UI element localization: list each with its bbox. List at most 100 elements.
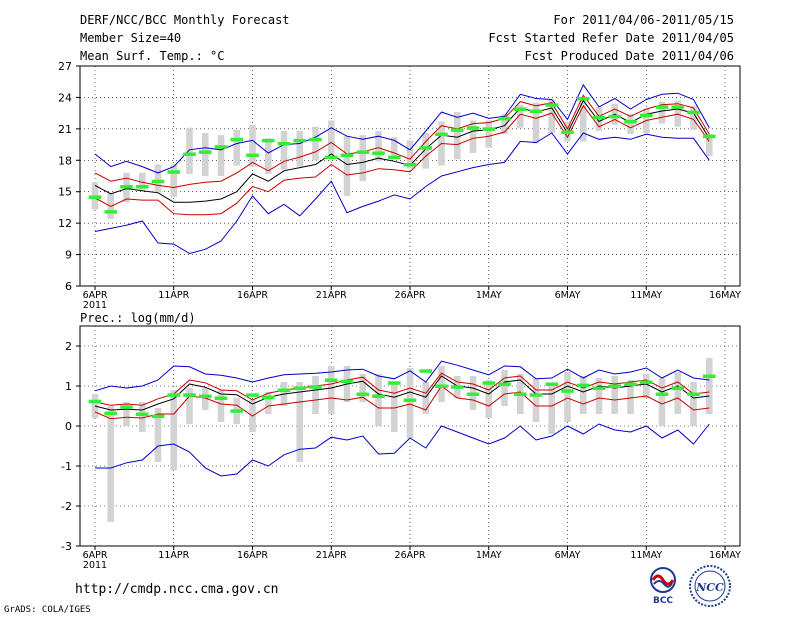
temp-ytick-label: 15: [58, 186, 72, 199]
prec-climatology-bar: [186, 388, 193, 424]
temp-observation-marker: [655, 105, 669, 109]
prec-climatology-bar: [422, 382, 430, 414]
temp-observation-marker: [387, 155, 401, 160]
temp-xtick-label: 16APR: [237, 290, 268, 301]
prec-series-envelope-lower: [95, 423, 710, 477]
temp-climatology-bar: [469, 120, 477, 153]
temp-observation-marker: [324, 155, 338, 160]
temp-climatology-bar: [264, 138, 272, 174]
prec-observation-marker: [324, 378, 338, 382]
temp-series-envelope-lower: [94, 132, 710, 255]
prec-observation-marker: [639, 380, 653, 384]
prec-xtick-label: 21APR: [316, 550, 347, 561]
prec-climatology-bar: [627, 380, 634, 414]
prec-climatology-bar: [658, 378, 666, 426]
prec-ytick-label: -1: [61, 460, 72, 473]
prec-observation-marker: [246, 393, 259, 397]
member-size-label: Member Size=40: [80, 31, 182, 45]
temp-observation-marker: [498, 116, 511, 121]
temp-climatology-bar: [343, 136, 351, 196]
temp-climatology-bar: [690, 105, 697, 130]
temp-climatology-bar: [390, 137, 398, 157]
prec-xtick-label: 16APR: [237, 550, 268, 561]
bcc-logo-text: BCC: [653, 596, 673, 606]
prec-series-spread-lower: [94, 385, 710, 420]
prec-observation-marker: [592, 386, 606, 390]
temp-climatology-bar: [312, 126, 319, 161]
temp-observation-marker: [198, 150, 212, 154]
source-url[interactable]: http://cmdp.ncc.cma.gov.cn: [75, 582, 279, 597]
prec-observation-marker: [340, 379, 354, 384]
ncc-logo: NCC: [688, 564, 732, 608]
temp-climatology-bar: [485, 120, 493, 148]
temp-observation-marker: [576, 96, 590, 101]
prec-observation-marker: [167, 393, 181, 397]
prec-climatology-bar: [579, 376, 587, 414]
bcc-logo: BCC: [640, 566, 686, 606]
temp-observation-marker: [309, 137, 322, 142]
top-variable-label: Mean Surf. Temp.: °C: [80, 49, 225, 63]
temp-observation-marker: [120, 184, 133, 189]
temp-xtick-label: 6MAY: [555, 290, 581, 301]
temp-series-ensemble-mean: [94, 99, 710, 203]
temp-observation-marker: [702, 134, 716, 139]
temp-observation-marker: [419, 146, 433, 150]
prec-observation-marker: [655, 392, 669, 396]
prec-climatology-bar: [611, 376, 619, 414]
prec-climatology-bar: [406, 368, 414, 438]
prec-climatology-bar: [170, 390, 178, 470]
prec-observation-marker: [403, 398, 417, 402]
chart-title: DERF/NCC/BCC Monthly Forecast: [80, 13, 290, 27]
temp-observation-marker: [104, 210, 118, 214]
fcst-started-label: Fcst Started Refer Date 2011/04/05: [488, 31, 734, 45]
temp-observation-marker: [183, 152, 196, 156]
temp-observation-marker: [246, 153, 259, 158]
prec-climatology-bar: [690, 382, 697, 426]
prec-observation-marker: [687, 392, 700, 396]
prec-observation-marker: [356, 392, 370, 396]
temp-observation-marker: [608, 114, 622, 119]
prec-climatology-bar: [154, 408, 162, 462]
temp-climatology-bar: [359, 135, 367, 182]
temp-observation-marker: [135, 184, 149, 189]
temp-climatology-bar: [579, 100, 587, 142]
prec-observation-marker: [198, 394, 212, 398]
temp-xtick-label: 11APR: [158, 290, 189, 301]
temp-observation-marker: [261, 138, 275, 143]
prec-series-spread-upper: [94, 372, 710, 406]
prec-observation-marker: [387, 381, 401, 385]
temp-observation-marker: [151, 179, 165, 184]
temp-climatology-bar: [186, 127, 193, 174]
prec-observation-marker: [545, 382, 559, 386]
temp-series-envelope-upper: [94, 83, 710, 174]
prec-climatology-bar: [705, 358, 713, 414]
prec-climatology-bar: [264, 392, 272, 414]
temp-observation-marker: [545, 103, 559, 107]
temp-climatology-bar: [217, 135, 225, 176]
prec-observation-marker: [561, 389, 574, 393]
temp-observation-marker: [435, 132, 448, 137]
prec-climatology-bar: [327, 366, 335, 414]
prec-ytick-label: 0: [65, 420, 72, 433]
prec-observation-marker: [293, 386, 307, 390]
temp-observation-marker: [482, 127, 496, 131]
prec-observation-marker: [419, 369, 433, 373]
temp-observation-marker: [340, 153, 354, 158]
prec-ytick-label: -2: [61, 500, 72, 513]
prec-observation-marker: [104, 411, 118, 416]
temp-climatology-bar: [201, 133, 209, 176]
temp-climatology-bar: [233, 129, 241, 166]
temp-climatology-bar: [501, 114, 508, 135]
temp-climatology-bar: [170, 164, 178, 197]
temp-ytick-label: 6: [65, 280, 72, 293]
prec-climatology-bar: [123, 402, 130, 426]
prec-climatology-bar: [296, 382, 304, 462]
temp-climatology-bar: [532, 102, 540, 144]
prec-climatology-bar: [564, 372, 571, 422]
prec-xtick-label: 11APR: [158, 550, 189, 561]
temp-climatology-bar: [375, 130, 382, 162]
temp-climatology-bar: [422, 133, 430, 169]
temp-observation-marker: [356, 150, 370, 154]
temp-year-label: 2011: [83, 300, 107, 311]
